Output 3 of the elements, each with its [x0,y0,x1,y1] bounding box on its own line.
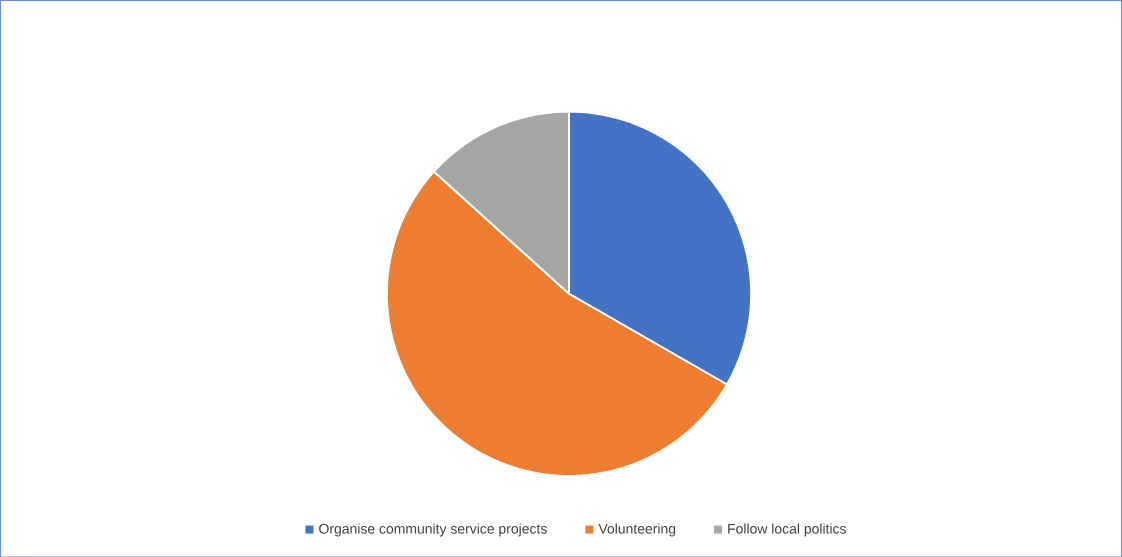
legend-label: Organise community service projects [319,523,547,537]
legend-label: Follow local politics [728,523,847,537]
legend-label: Volunteering [598,523,676,537]
